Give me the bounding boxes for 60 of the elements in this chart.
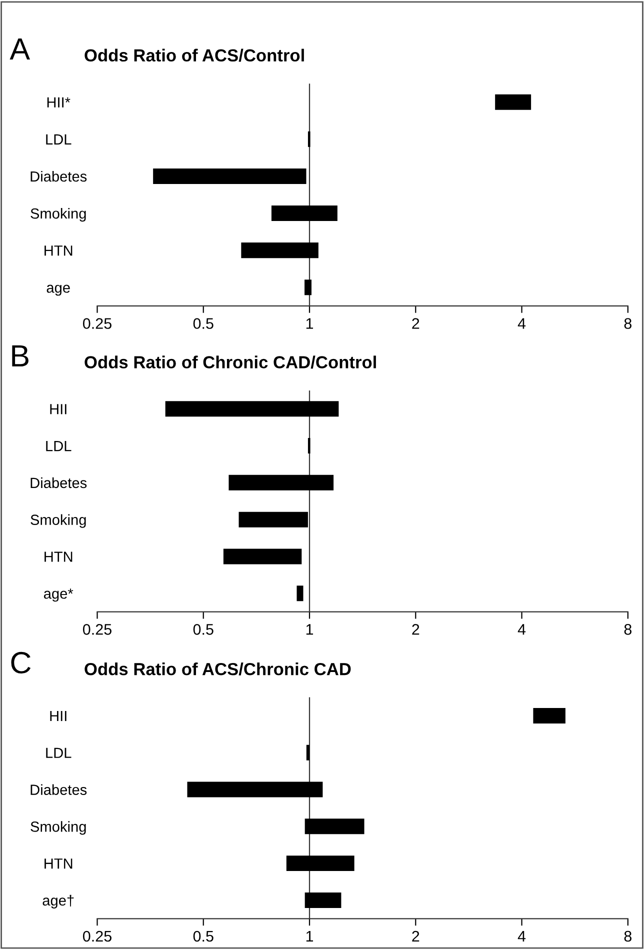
x-tick-label: 2	[412, 624, 420, 635]
y-tick-label: HTN	[44, 858, 72, 869]
y-tick-label: Smoking	[30, 514, 86, 528]
text: B	[12, 345, 28, 366]
bar	[308, 131, 310, 147]
x-tick-label: 0.25	[82, 930, 112, 942]
x-tick-label: 8	[624, 624, 632, 635]
x-tick-label: 0.5	[193, 318, 214, 329]
bar	[306, 744, 310, 760]
bar	[296, 586, 304, 602]
y-tick-label: age*	[44, 588, 74, 602]
bar	[223, 548, 302, 564]
x-tick-label: 1	[306, 318, 314, 329]
bar	[286, 856, 354, 872]
bar	[228, 474, 334, 490]
chart-title: Odds Ratio of ACS/Control	[84, 48, 304, 62]
chart-title: Odds Ratio of ACS/Chronic CAD	[84, 662, 351, 676]
y-tick-label: HII	[50, 404, 66, 414]
y-tick-label: LDL	[46, 441, 72, 452]
bar	[495, 94, 532, 110]
y-tick-label: Smoking	[30, 208, 86, 222]
x-tick-label: 8	[624, 930, 632, 942]
bar	[271, 205, 338, 222]
y-tick-label: Diabetes	[30, 477, 87, 488]
x-tick-label: 4	[518, 931, 526, 942]
y-tick-label: Diabetes	[30, 784, 87, 795]
y-tick-label: LDL	[46, 748, 72, 758]
x-tick-label: 1	[306, 624, 314, 635]
x-tick-label: 0.5	[193, 624, 214, 635]
x-tick-label: 4	[518, 624, 526, 635]
y-tick-label: HII	[50, 710, 66, 722]
y-tick-label: Smoking	[30, 821, 86, 835]
bar	[238, 512, 308, 528]
text: C	[11, 652, 31, 674]
y-tick-label: age†	[42, 894, 74, 909]
x-tick-label: 4	[518, 318, 526, 329]
y-tick-label: HTN	[44, 552, 72, 562]
bar	[241, 242, 318, 258]
bar	[304, 892, 342, 908]
y-tick-label: age	[46, 284, 70, 296]
x-tick-label: 2	[412, 318, 420, 329]
y-tick-label: HTN	[44, 246, 72, 256]
x-tick-label: 1	[306, 931, 314, 942]
y-tick-label: HII*	[47, 97, 70, 108]
bar	[187, 782, 323, 798]
bar	[304, 818, 364, 834]
y-tick-label: Diabetes	[30, 170, 87, 182]
bar	[165, 401, 339, 417]
x-tick-label: 0.25	[82, 318, 112, 329]
text: A	[10, 38, 30, 60]
x-tick-label: 0.25	[82, 624, 112, 635]
bar	[304, 280, 312, 296]
y-tick-label: LDL	[46, 134, 72, 144]
bar	[533, 708, 566, 724]
x-tick-label: 0.5	[193, 930, 214, 942]
bar	[153, 168, 306, 184]
x-tick-label: 2	[412, 930, 420, 942]
chart-title: Odds Ratio of Chronic CAD/Control	[84, 356, 376, 369]
bar	[308, 438, 310, 454]
x-tick-label: 8	[624, 318, 632, 329]
